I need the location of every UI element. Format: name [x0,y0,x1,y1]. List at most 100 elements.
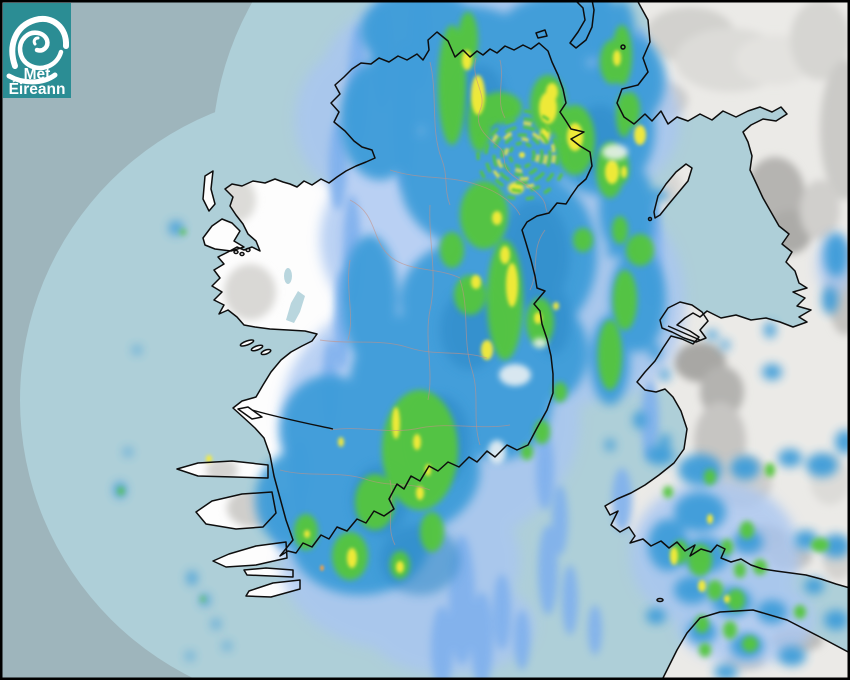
rain-cell [573,228,593,252]
rain-cell [670,547,678,565]
rain-cell [634,125,646,145]
lake-shape [284,268,292,284]
ring-artifact-group [476,109,568,201]
terrain-blob [820,60,850,200]
rain-cell [613,50,621,66]
rain-cells_orange [320,565,324,571]
precipitation-layer [114,0,850,680]
rain-cell [707,580,723,600]
rain-cell [212,619,220,629]
rain-cell [742,636,758,652]
rain-cell [706,330,718,340]
rain-cell [454,275,486,315]
rain-cell [481,340,493,360]
rain-cell [500,246,510,264]
county-boundary [349,199,461,279]
coastline-path [202,170,216,212]
land-shape [238,407,262,419]
rain-cell [118,487,124,495]
rain-cell [396,561,404,573]
islet-coastline [647,216,653,222]
rain-cell [674,492,726,532]
rain-cell [633,411,647,429]
county-boundary [499,59,506,119]
rain-cell [621,166,627,178]
rain-cell [440,232,464,268]
rain-cell [169,221,183,235]
county-boundary [329,424,511,432]
rain-cell [347,548,357,568]
coastline-layer [176,0,850,680]
rain-cell [824,610,848,630]
islet-coastline [260,348,272,356]
estuary-line [251,409,334,430]
coastline-path [202,218,245,252]
met-eireann-logo: Met Éireann [3,3,71,98]
rain-cell [186,652,194,660]
rain-cell [626,234,654,266]
ring-center-dot [519,152,525,158]
rain-cell [206,455,212,463]
rain-cell [431,606,453,680]
county-boundary [429,61,451,206]
rain-cell [646,445,674,465]
hurricane-swirl-icon [6,15,69,85]
rain-cell [340,60,420,180]
rain-cell [822,534,850,558]
rain-cell [778,449,802,467]
rain-cell [646,608,666,624]
rain-cell [536,430,554,510]
rain-cell [223,642,231,650]
coastline-path [211,31,593,557]
rain-cell [649,344,661,360]
land-shape [213,542,287,567]
rain-cell [607,246,617,258]
ring-yellow [488,121,556,189]
rain-cell [612,468,632,532]
county-boundary [279,469,431,491]
coastline-path [653,163,693,219]
coastline-path [535,29,548,39]
rain-cell [546,83,558,101]
rain-cell [382,390,458,510]
coastline-path [243,567,294,578]
rain-cell [765,463,775,477]
rain-cell [562,565,578,635]
rain-cell [392,407,400,439]
rain-cell [580,0,620,45]
rain-cell [678,454,722,486]
rain-cell [493,574,511,650]
rain-cell [641,380,659,460]
land-shape [203,219,244,251]
rain-cell [521,444,533,460]
rain-cell [764,322,776,338]
islet-coastline [656,597,664,603]
rain-cell [727,589,745,611]
rain-cell [462,50,472,70]
county-boundary [459,279,481,446]
ring-yellow [496,129,548,181]
rain-cell [201,596,205,602]
county-boundary [389,479,396,546]
rain-cell [553,302,559,310]
rain-cell [416,486,424,500]
logo-text-line1: Met [24,66,51,83]
county-boundaries-layer [279,57,550,546]
rain-cell [612,216,628,244]
rain-cell [329,120,347,210]
rain-cell [778,646,806,666]
rain-cell [733,530,763,554]
rain-cell [492,211,502,225]
islet-shape [240,339,254,347]
islet-coastline [245,247,251,253]
rain-cell [698,580,706,592]
rain-cell [605,439,615,451]
rain-cell [588,605,602,655]
rain-cell [460,181,508,249]
rain-cell [598,320,622,390]
rain-cell [534,420,550,444]
rain-cell [720,340,730,350]
coastline-path [661,609,850,680]
rain-cell [794,605,806,619]
